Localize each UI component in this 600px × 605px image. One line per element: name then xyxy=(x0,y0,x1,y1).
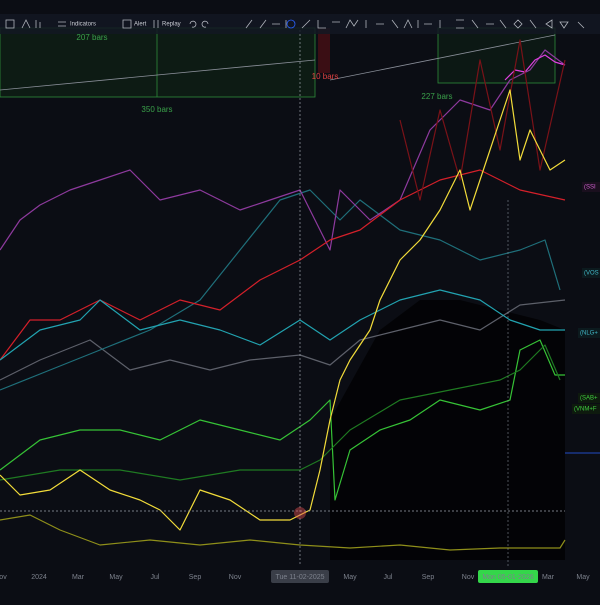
area-fill xyxy=(330,300,565,560)
bars-label: 10 bars xyxy=(312,72,339,81)
series-label: (VNM+F xyxy=(574,407,597,413)
toolbar-icon[interactable] xyxy=(58,21,66,27)
toolbar-icon[interactable] xyxy=(201,20,209,28)
bars-label: 227 bars xyxy=(421,92,452,101)
x-tick-label: Nov xyxy=(462,574,475,581)
range-box xyxy=(0,27,316,98)
label-bg xyxy=(582,182,600,192)
x-tick-label: 2024 xyxy=(31,574,47,581)
series-line xyxy=(0,514,566,551)
x-tick-label: May xyxy=(109,574,123,581)
label-bg xyxy=(582,268,600,278)
series-line xyxy=(0,89,566,531)
trend-line xyxy=(0,59,316,91)
toolbar xyxy=(0,14,600,34)
x-axis: ov 2024 Mar May Jul Sep Nov May Jul Sep Nov Mar May xyxy=(0,574,590,581)
drawing-tools[interactable] xyxy=(245,19,287,29)
bars-label: 207 bars xyxy=(76,33,107,42)
toolbar-icon[interactable] xyxy=(35,20,41,28)
x-tick-label: Nov xyxy=(229,574,242,581)
crosshair-dot xyxy=(294,507,306,519)
x-tick-label: Sep xyxy=(189,574,202,581)
series-label: (VOS xyxy=(584,271,599,277)
crosshair-date: Tue 11-02-2025 xyxy=(275,574,324,581)
label-bg xyxy=(578,328,600,338)
label-bg xyxy=(578,393,600,403)
label-bg xyxy=(572,404,600,414)
toolbar-icon[interactable] xyxy=(189,20,197,28)
drawing-tools[interactable] xyxy=(301,19,585,29)
bars-label: 350 bars xyxy=(141,105,172,114)
series-line xyxy=(0,169,566,361)
series-label: (SSI xyxy=(584,185,596,191)
highlight-date: Mon 05-01-2026 xyxy=(482,574,533,581)
x-tick-label: ov xyxy=(0,574,7,581)
x-tick-label: Mar xyxy=(542,574,555,581)
toolbar-icon[interactable] xyxy=(122,19,132,29)
series-line xyxy=(0,344,561,481)
date-bubble xyxy=(271,570,329,583)
x-tick-label: May xyxy=(576,574,590,581)
series-label: (NLG+ xyxy=(580,331,598,337)
toolbar-icon[interactable] xyxy=(153,20,159,28)
toolbar-icon[interactable] xyxy=(5,19,15,29)
series-label: (SAB+ xyxy=(580,396,598,402)
date-bubble xyxy=(478,570,538,583)
x-tick-label: May xyxy=(343,574,357,581)
range-box xyxy=(437,27,556,84)
series-line xyxy=(0,339,565,501)
x-tick-label: Sep xyxy=(422,574,435,581)
toolbar-button[interactable]: Indicators xyxy=(70,22,96,28)
toolbar-button[interactable]: Alert xyxy=(134,22,147,28)
series-line xyxy=(0,49,566,251)
x-tick-label: Jul xyxy=(384,574,393,581)
series-line xyxy=(399,39,566,201)
x-tick-label: Mar xyxy=(72,574,85,581)
trend-line xyxy=(329,34,556,81)
series-line xyxy=(0,189,561,391)
drawing-tool[interactable] xyxy=(286,19,296,29)
toolbar-button[interactable]: Replay xyxy=(162,22,181,28)
red-range xyxy=(318,28,330,73)
toolbar-icon[interactable] xyxy=(21,19,31,29)
x-tick-label: Jul xyxy=(151,574,160,581)
